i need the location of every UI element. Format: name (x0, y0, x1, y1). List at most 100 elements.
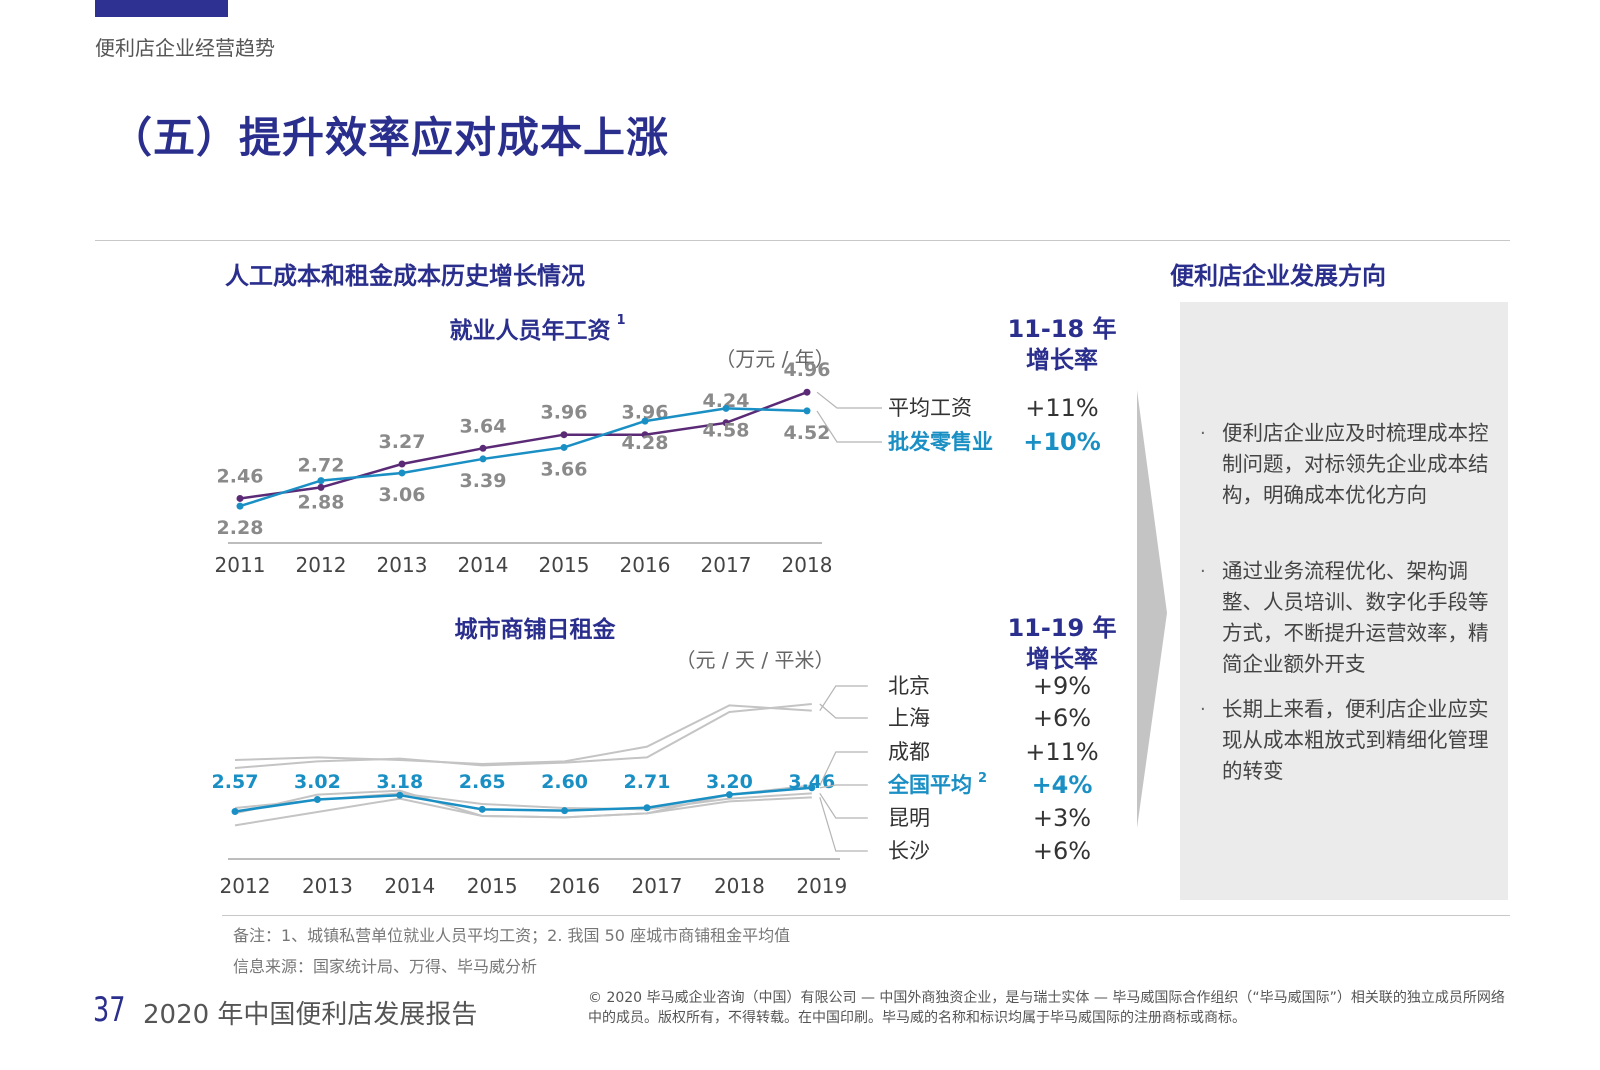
data-point (722, 404, 730, 412)
legend-leader (819, 685, 868, 711)
rent-chart-title: 城市商铺日租金 (455, 616, 617, 643)
data-point (643, 804, 651, 812)
footnote-notes: 备注：1、城镇私营单位就业人员平均工资；2. 我国 50 座城市商铺租金平均值 (233, 926, 791, 945)
x-tick-label: 2016 (549, 874, 600, 898)
x-tick-label: 2016 (620, 553, 671, 577)
series-line-avg (239, 391, 808, 500)
legend-label-chengdu: 成都 (888, 740, 930, 764)
data-point (317, 477, 325, 485)
data-point (236, 494, 244, 502)
data-label: 2.46 (217, 465, 264, 487)
data-point (803, 388, 811, 396)
x-tick-label: 2019 (796, 874, 847, 898)
data-label: 4.28 (622, 432, 669, 454)
data-point (231, 807, 239, 815)
data-point (560, 431, 568, 439)
direction-text: 便利店企业应及时梳理成本控制问题，对标领先企业成本结构，明确成本优化方向 (1222, 421, 1489, 507)
data-point (725, 791, 733, 799)
legend-label-changsha: 长沙 (888, 839, 930, 863)
data-label: 3.39 (460, 470, 507, 492)
data-point (478, 805, 486, 813)
legend-label-kunming: 昆明 (888, 806, 930, 830)
wage-chart-x-ticks: 2011 2012 2013 2014 2015 2016 2017 2018 (215, 553, 833, 577)
copyright-notice: © 2020 毕马威企业咨询（中国）有限公司 — 中国外商独资企业，是与瑞士实体… (588, 990, 1505, 1026)
data-label: 2.88 (298, 492, 345, 514)
data-point (722, 419, 730, 427)
x-tick-label: 2012 (296, 553, 347, 577)
bullet-dot: · (1200, 423, 1206, 444)
bullet-dot: · (1200, 561, 1206, 582)
page-number: 37 (93, 990, 126, 1030)
page-title: （五）提升效率应对成本上涨 (110, 113, 670, 162)
data-label: 3.06 (379, 484, 426, 506)
legend-leader (819, 703, 868, 719)
wage-growth-rates: +11% +10% (1023, 394, 1101, 456)
rent-growth-header-label: 增长率 (1026, 645, 1098, 673)
x-tick-label: 2013 (302, 874, 353, 898)
legend-label-national: 全国平均 (887, 773, 972, 797)
data-point (317, 483, 325, 491)
section-label: 便利店企业经营趋势 (95, 36, 275, 60)
data-label: 3.18 (376, 771, 423, 793)
data-point (396, 791, 404, 799)
x-tick-label: 2012 (220, 874, 271, 898)
data-point (398, 469, 406, 477)
direction-text: 长期上来看，便利店企业应实现从成本粗放式到精细化管理的转变 (1222, 697, 1489, 783)
data-label: 2.60 (541, 771, 588, 793)
x-tick-label: 2015 (539, 553, 590, 577)
growth-rate: +11% (1025, 738, 1098, 766)
data-point (313, 795, 321, 803)
series-line-national (234, 786, 812, 813)
footnote-source: 信息来源：国家统计局、万得、毕马威分析 (233, 957, 538, 976)
x-tick-label: 2014 (384, 874, 435, 898)
legend-label-retail: 批发零售业 (888, 430, 993, 454)
data-label: 2.72 (298, 454, 345, 476)
rent-chart-x-ticks: 2012 2013 2014 2015 2016 2017 2018 2019 (220, 874, 848, 898)
data-point (808, 784, 816, 792)
data-label: 2.71 (624, 771, 671, 793)
x-tick-label: 2013 (377, 553, 428, 577)
x-tick-label: 2018 (782, 553, 833, 577)
data-point (641, 431, 649, 439)
data-label: 3.64 (460, 415, 507, 437)
wage-chart-title-footnote: 1 (617, 313, 626, 328)
growth-rate: +9% (1033, 672, 1091, 700)
x-tick-label: 2017 (632, 874, 683, 898)
rent-chart-unit: （元 / 天 / 平米） (676, 648, 835, 672)
growth-rate: +10% (1023, 428, 1101, 456)
data-label: 4.96 (784, 359, 831, 381)
direction-item: · 通过业务流程优化、架构调整、人员培训、数字化手段等方式，不断提升运营效率，精… (1200, 556, 1502, 680)
series-line-retail (239, 407, 808, 508)
data-point (236, 502, 244, 510)
direction-text: 通过业务流程优化、架构调整、人员培训、数字化手段等方式，不断提升运营效率，精简企… (1222, 559, 1489, 676)
legend-footnote-marker: 2 (978, 771, 987, 786)
direction-item: · 长期上来看，便利店企业应实现从成本粗放式到精细化管理的转变 (1200, 694, 1502, 787)
data-point (641, 417, 649, 425)
report-title: 2020 年中国便利店发展报告 (143, 1000, 478, 1030)
series-line-beijing (234, 704, 812, 766)
data-label: 3.46 (788, 771, 835, 793)
growth-rate: +3% (1033, 804, 1091, 832)
legend-leader (819, 784, 868, 789)
data-point (803, 407, 811, 415)
data-label: 3.96 (541, 402, 588, 424)
legend-leader (819, 751, 868, 786)
left-panel-title: 人工成本和租金成本历史增长情况 (225, 262, 585, 290)
top-accent-bar (95, 0, 228, 17)
wage-chart-unit: （万元 / 年） (715, 347, 834, 371)
bottom-divider (222, 915, 1510, 916)
growth-rate: +11% (1025, 394, 1098, 422)
right-panel-title: 便利店企业发展方向 (1170, 262, 1386, 290)
top-divider (95, 240, 1510, 241)
data-label: 2.28 (217, 517, 264, 539)
x-tick-label: 2017 (701, 553, 752, 577)
legend-leader (816, 410, 882, 443)
data-point (479, 444, 487, 452)
data-label: 3.02 (294, 771, 341, 793)
series-line-shanghai (234, 703, 812, 769)
growth-rate: +6% (1033, 837, 1091, 865)
bullet-dot: · (1200, 699, 1206, 720)
